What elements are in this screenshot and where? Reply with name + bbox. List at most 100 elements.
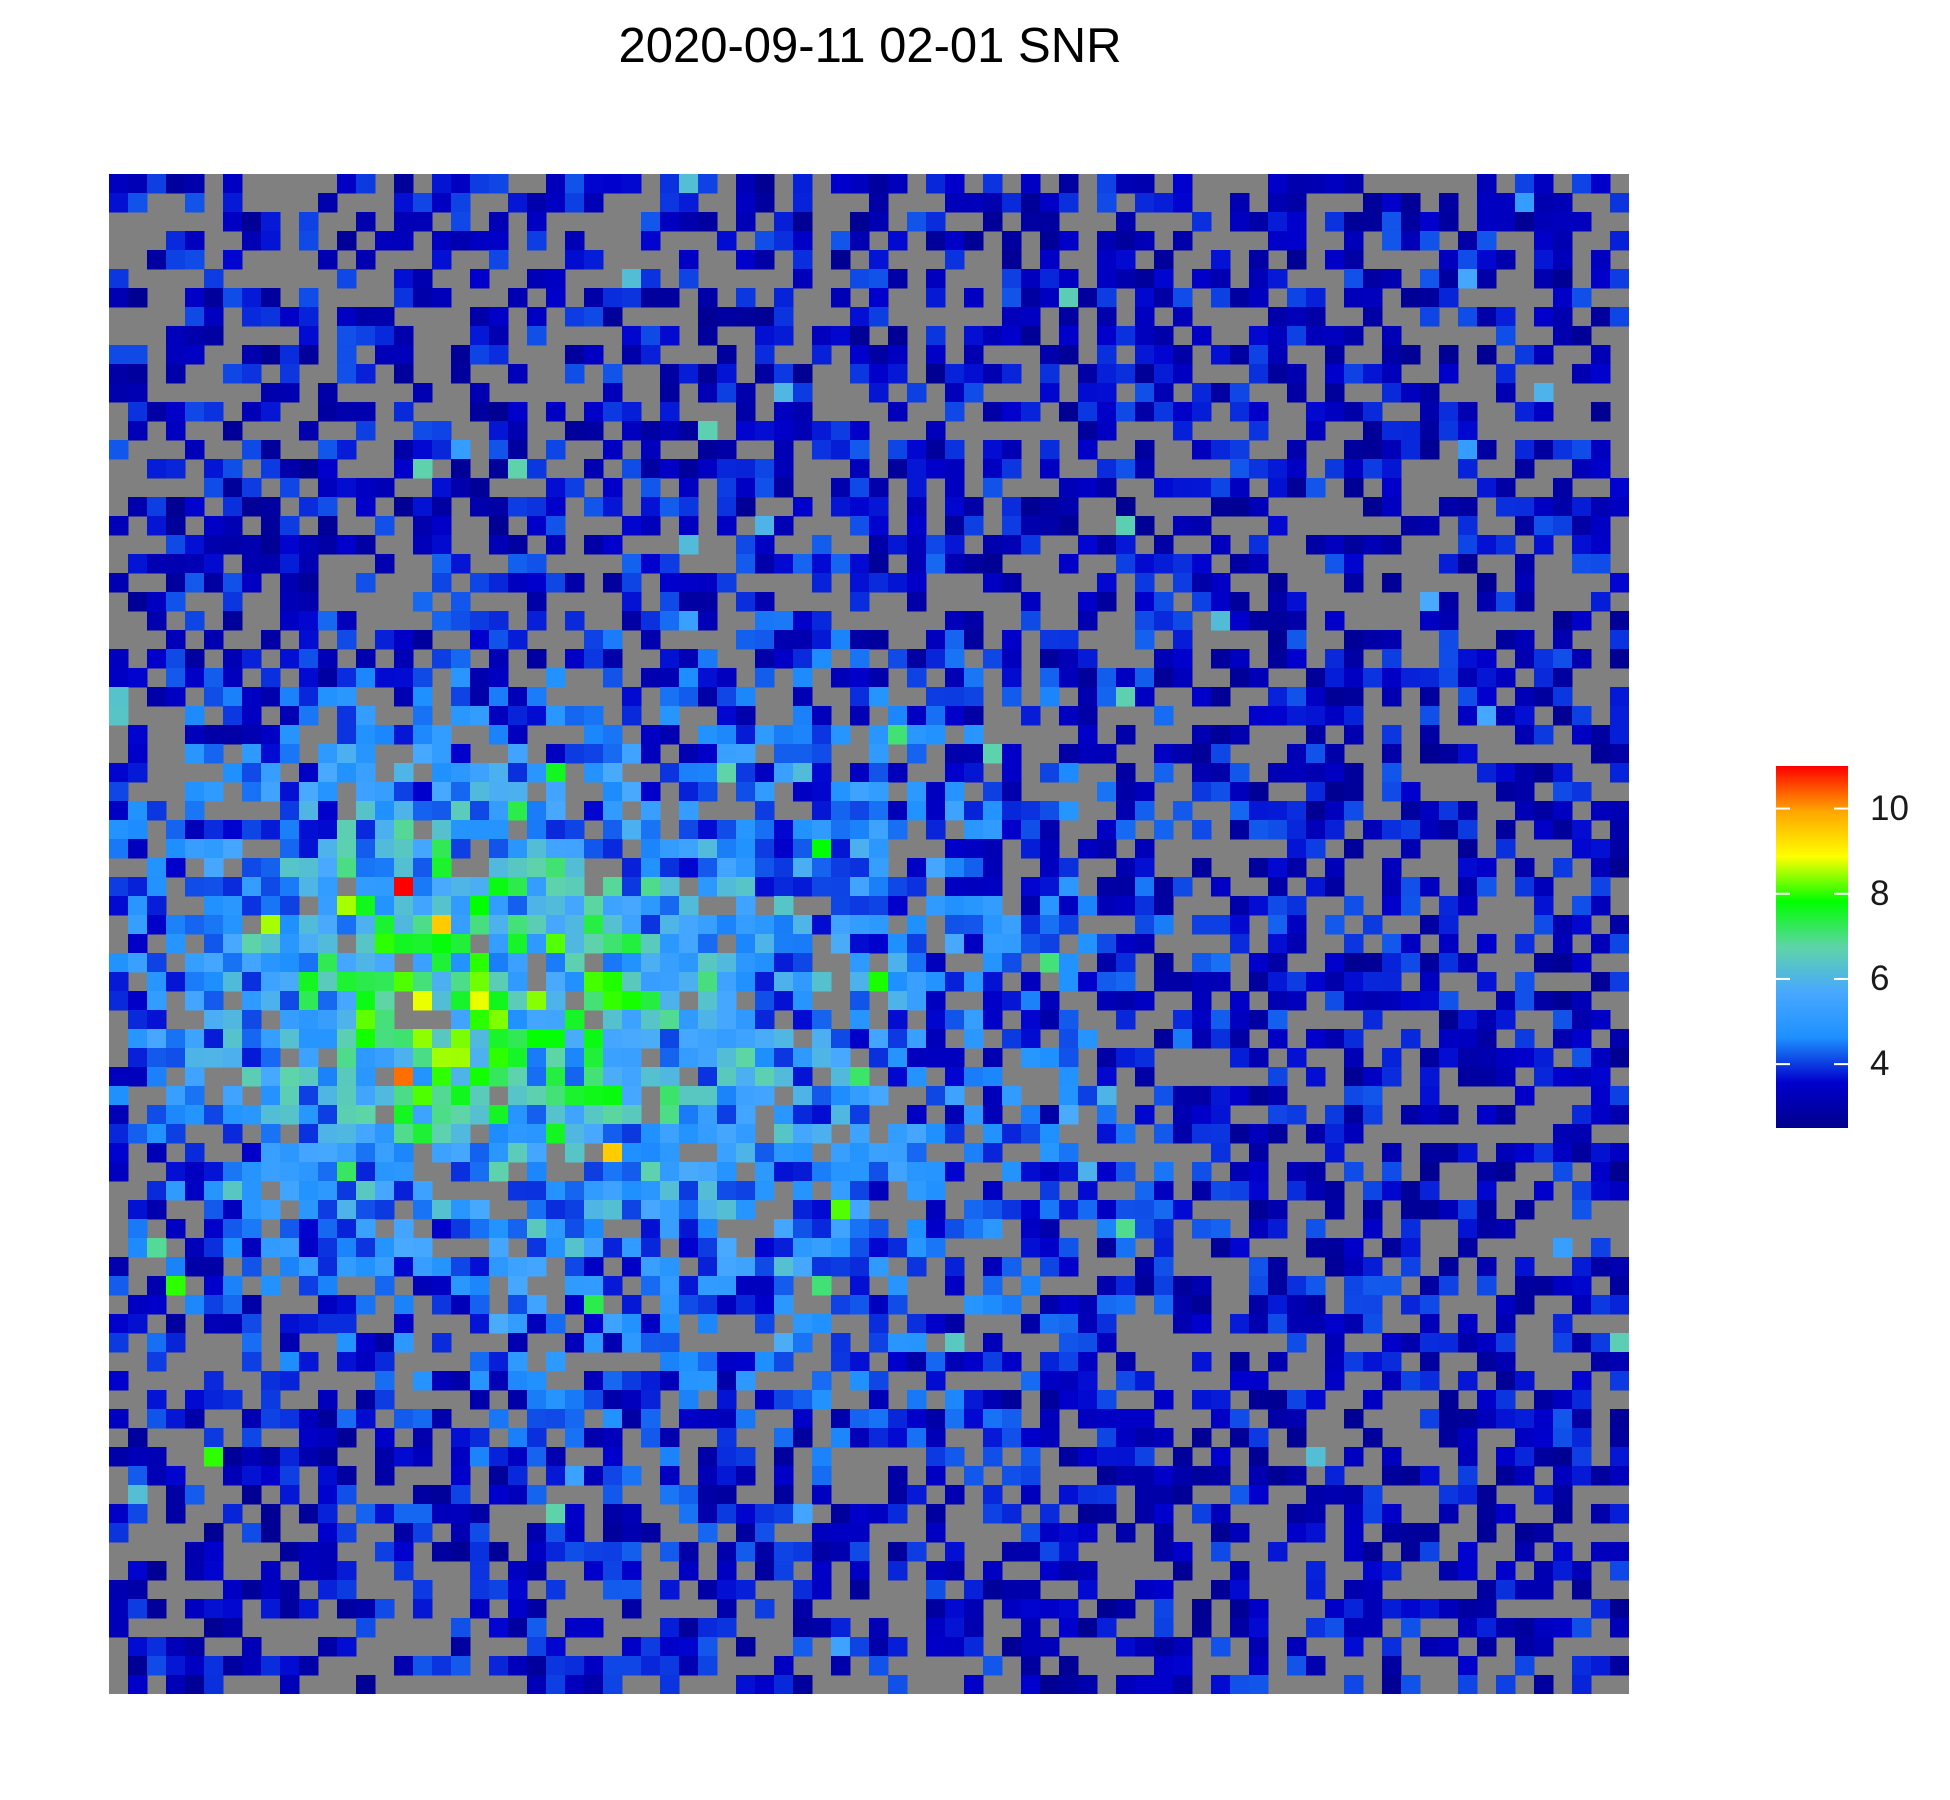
heatmap-cell: [1572, 1428, 1592, 1448]
heatmap-cell: [1325, 744, 1345, 764]
heatmap-cell: [1572, 820, 1592, 840]
heatmap-cell: [356, 174, 376, 194]
heatmap-cell: [1477, 440, 1497, 460]
heatmap-cell: [717, 1010, 737, 1030]
heatmap-cell: [489, 1048, 509, 1068]
heatmap-cell: [774, 516, 794, 536]
heatmap-cell: [1363, 1181, 1383, 1201]
heatmap-cell: [1040, 1295, 1060, 1315]
heatmap-cell: [1439, 554, 1459, 574]
heatmap-cell: [774, 972, 794, 992]
heatmap-cell: [1458, 649, 1478, 669]
heatmap-cell: [318, 516, 338, 536]
heatmap-cell: [280, 744, 300, 764]
heatmap-cell: [1382, 630, 1402, 650]
heatmap-cell: [1116, 554, 1136, 574]
heatmap-cell: [1154, 193, 1174, 213]
heatmap-cell: [1496, 820, 1516, 840]
heatmap-cell: [660, 1067, 680, 1087]
heatmap-cell: [641, 1010, 661, 1030]
heatmap-cell: [128, 953, 148, 973]
heatmap-cell: [546, 440, 566, 460]
heatmap-cell: [280, 516, 300, 536]
heatmap-cell: [1496, 1618, 1516, 1638]
heatmap-cell: [1420, 307, 1440, 327]
heatmap-cell: [1591, 1086, 1611, 1106]
heatmap-cell: [717, 1067, 737, 1087]
heatmap-cell: [1306, 782, 1326, 802]
heatmap-cell: [1363, 1618, 1383, 1638]
heatmap-cell: [603, 174, 623, 194]
heatmap-cell: [831, 896, 851, 916]
heatmap-cell: [527, 1257, 547, 1277]
heatmap-cell: [1230, 1523, 1250, 1543]
heatmap-cell: [1477, 972, 1497, 992]
heatmap-cell: [1363, 820, 1383, 840]
heatmap-cell: [375, 782, 395, 802]
heatmap-cell: [1363, 497, 1383, 517]
heatmap-cell: [1097, 1276, 1117, 1296]
heatmap-cell: [831, 1143, 851, 1163]
heatmap-cell: [470, 972, 490, 992]
heatmap-cell: [527, 877, 547, 897]
heatmap-cell: [280, 592, 300, 612]
heatmap-cell: [299, 1352, 319, 1372]
heatmap-cell: [698, 383, 718, 403]
heatmap-cell: [679, 1276, 699, 1296]
heatmap-cell: [660, 497, 680, 517]
heatmap-cell: [622, 1314, 642, 1334]
heatmap-cell: [1078, 896, 1098, 916]
heatmap-cell: [1496, 364, 1516, 384]
heatmap-cell: [698, 877, 718, 897]
heatmap-cell: [261, 1067, 281, 1087]
heatmap-cell: [280, 535, 300, 555]
heatmap-cell: [527, 1637, 547, 1657]
heatmap-cell: [508, 687, 528, 707]
heatmap-cell: [774, 763, 794, 783]
heatmap-cell: [755, 1504, 775, 1524]
heatmap-cell: [470, 1276, 490, 1296]
heatmap-cell: [1344, 1675, 1364, 1694]
heatmap-cell: [394, 972, 414, 992]
heatmap-cell: [1059, 953, 1079, 973]
heatmap-cell: [1344, 478, 1364, 498]
heatmap-cell: [1572, 1067, 1592, 1087]
heatmap-cell: [1116, 1124, 1136, 1144]
heatmap-cell: [204, 1219, 224, 1239]
heatmap-cell: [318, 1466, 338, 1486]
heatmap-cell: [1173, 307, 1193, 327]
heatmap-cell: [1553, 212, 1573, 232]
heatmap-cell: [1268, 972, 1288, 992]
heatmap-cell: [1268, 459, 1288, 479]
heatmap-cell: [1591, 1257, 1611, 1277]
heatmap-cell: [1173, 554, 1193, 574]
heatmap-cell: [1325, 991, 1345, 1011]
heatmap-cell: [1477, 1010, 1497, 1030]
heatmap-cell: [1116, 1599, 1136, 1619]
heatmap-cell: [1477, 1333, 1497, 1353]
heatmap-cell: [375, 554, 395, 574]
heatmap-cell: [1097, 535, 1117, 555]
heatmap-cell: [812, 1390, 832, 1410]
heatmap-cell: [1173, 1675, 1193, 1694]
heatmap-cell: [964, 801, 984, 821]
heatmap-cell: [660, 459, 680, 479]
heatmap-cell: [394, 288, 414, 308]
heatmap-cell: [1059, 345, 1079, 365]
heatmap-cell: [451, 1447, 471, 1467]
heatmap-cell: [850, 421, 870, 441]
heatmap-cell: [1572, 1276, 1592, 1296]
heatmap-cell: [1439, 1105, 1459, 1125]
heatmap-cell: [1553, 649, 1573, 669]
heatmap-cell: [375, 934, 395, 954]
heatmap-cell: [603, 1580, 623, 1600]
heatmap-cell: [299, 1409, 319, 1429]
heatmap-cell: [1401, 1599, 1421, 1619]
heatmap-cell: [1382, 991, 1402, 1011]
heatmap-cell: [261, 725, 281, 745]
heatmap-cell: [698, 1086, 718, 1106]
heatmap-cell: [736, 1010, 756, 1030]
heatmap-cell: [432, 915, 452, 935]
heatmap-cell: [128, 1124, 148, 1144]
heatmap-cell: [1059, 896, 1079, 916]
